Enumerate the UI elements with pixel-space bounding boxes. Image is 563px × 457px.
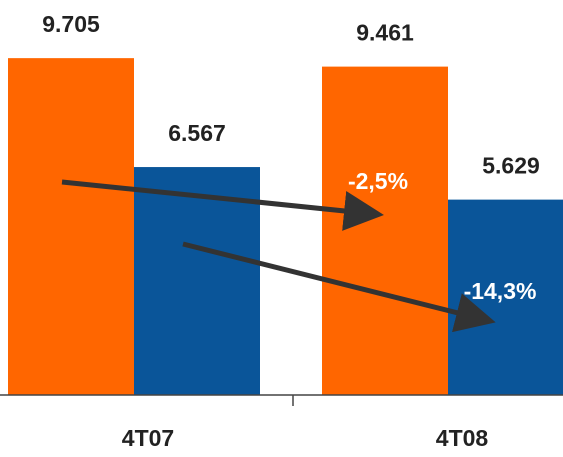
annotation: -2,5% bbox=[348, 168, 408, 194]
bars bbox=[8, 58, 563, 395]
bar bbox=[134, 167, 260, 395]
annotation: -14,3% bbox=[464, 278, 537, 304]
value-label: 9.461 bbox=[356, 20, 414, 46]
bar bbox=[8, 58, 134, 395]
value-label: 5.629 bbox=[482, 153, 540, 179]
value-label: 6.567 bbox=[168, 120, 226, 146]
value-label: 9.705 bbox=[42, 11, 100, 37]
x-tick-label: 4T07 bbox=[122, 425, 174, 451]
arrow bbox=[61, 179, 384, 231]
arrow bbox=[182, 241, 496, 333]
x-tick-label: 4T08 bbox=[436, 425, 489, 451]
bar bbox=[322, 66, 448, 395]
